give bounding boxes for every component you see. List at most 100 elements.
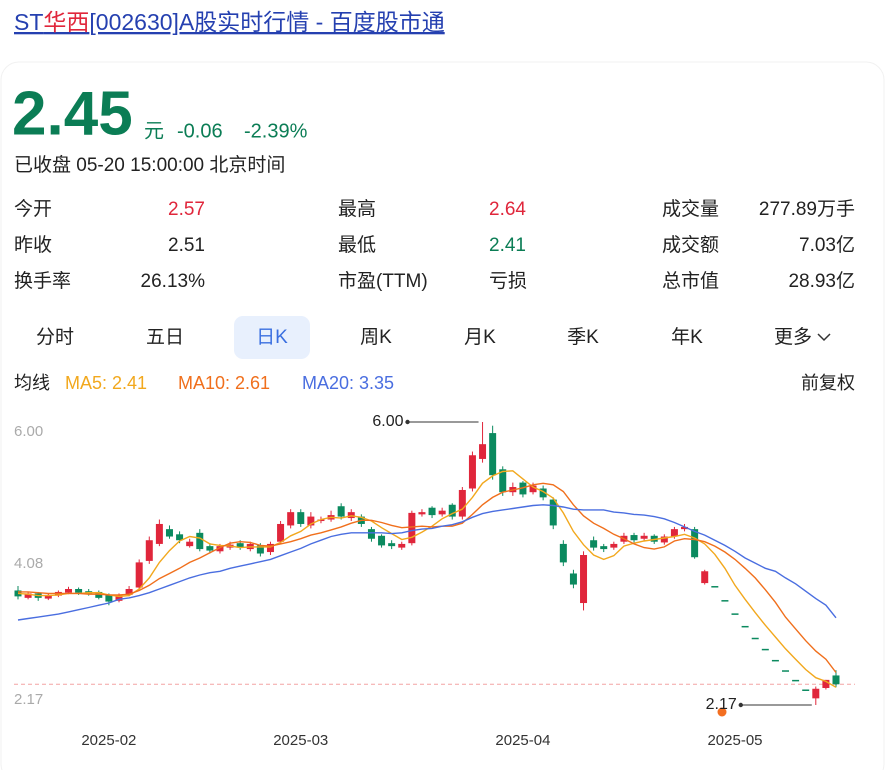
candle-body <box>600 546 608 550</box>
annotation-dot <box>738 702 744 708</box>
candle-body <box>660 536 668 543</box>
candle-body <box>24 593 32 598</box>
stat-value: 26.13% <box>141 271 206 292</box>
candle-body <box>822 679 830 689</box>
annotation-dot <box>405 419 410 425</box>
candle-body <box>802 689 810 691</box>
candle-body <box>236 543 244 548</box>
candle-body <box>812 688 820 699</box>
event-dot[interactable] <box>717 707 727 717</box>
candle-body <box>105 594 113 602</box>
candle-body <box>196 532 204 550</box>
stat-label: 最低 <box>338 234 376 256</box>
title-suffix[interactable]: [002630]A股实时行情 - 百度股市通 <box>89 9 444 35</box>
candle-body <box>721 600 729 602</box>
tab[interactable]: 年K <box>671 326 703 348</box>
candle-body <box>529 485 537 493</box>
ma-line <box>18 482 837 673</box>
stat-value: 7.03亿 <box>799 234 855 256</box>
legend-entry: MA20: 3.35 <box>302 373 394 393</box>
tab[interactable]: 分时 <box>36 326 74 348</box>
candle-body <box>650 535 658 542</box>
annotation-label: 2.17 <box>706 696 737 713</box>
candle-body <box>388 543 396 547</box>
candle-body <box>277 523 285 542</box>
candle-body <box>367 529 375 539</box>
page-title[interactable]: ST华西[002630]A股实时行情 - 百度股市通 <box>14 9 445 35</box>
ma-line <box>17 504 837 621</box>
tab[interactable]: 更多 <box>774 326 812 348</box>
x-tick-label: 2025-02 <box>81 732 136 749</box>
candle-body <box>741 625 749 628</box>
stat-value: 28.93亿 <box>788 270 855 292</box>
candle-body <box>206 546 214 551</box>
stat-value: 2.64 <box>489 199 526 220</box>
candle-body <box>44 594 52 599</box>
tab[interactable]: 五日 <box>146 327 184 348</box>
market-status: 已收盘 05-20 15:00:00 北京时间 <box>14 154 285 176</box>
price-unit: 元 <box>144 120 164 142</box>
candle-body <box>438 510 446 515</box>
candle-body <box>145 540 153 561</box>
annotation-label: 6.00 <box>372 413 403 430</box>
candle-body <box>670 529 678 537</box>
candle-body <box>549 499 557 526</box>
price-change: -0.06 <box>177 120 223 142</box>
candle-body <box>165 529 173 537</box>
candle-body <box>792 679 800 682</box>
stat-value: 2.51 <box>168 235 205 256</box>
candle-body <box>135 562 143 588</box>
candle-body <box>559 543 567 563</box>
candle-body <box>539 488 547 498</box>
x-tick-label: 2025-03 <box>273 732 328 749</box>
candle-body <box>479 444 487 459</box>
stat-label: 成交量 <box>662 198 719 220</box>
tabs: 分时 五日 日K 周K 月K 季K 年K 更多 <box>36 316 831 359</box>
candle-body <box>630 535 638 541</box>
legend-entry: MA5: 2.41 <box>65 373 147 393</box>
tab[interactable]: 日K <box>256 327 288 348</box>
candle-body <box>751 637 759 640</box>
tab[interactable]: 周K <box>360 327 392 348</box>
chart: MA5: 2.41 MA10: 2.61 MA20: 3.35 6.00 4.08 2.1… <box>14 373 855 749</box>
candle-body <box>681 526 689 530</box>
stat-value: 2.41 <box>489 235 526 256</box>
candle-body <box>832 675 840 685</box>
candle-body <box>307 516 315 526</box>
title-prefix[interactable]: ST <box>14 9 43 35</box>
candle-body <box>216 546 224 552</box>
adjust-mode[interactable]: 前复权 <box>801 373 855 393</box>
stat-label: 最高 <box>338 198 376 220</box>
title-highlight[interactable]: 华西 <box>43 9 89 35</box>
candle-body <box>771 659 779 662</box>
tab[interactable]: 季K <box>567 326 599 348</box>
stat-value: 亏损 <box>489 270 527 292</box>
tab[interactable]: 月K <box>464 327 496 348</box>
stat-label: 昨收 <box>14 234 52 256</box>
candle-body <box>317 519 325 522</box>
stat-label: 总市值 <box>662 270 719 292</box>
candle-body <box>448 504 456 517</box>
price-change-pct: -2.39% <box>244 120 308 142</box>
candle-body <box>590 540 598 548</box>
x-tick-label: 2025-04 <box>495 732 550 749</box>
candle-body <box>731 613 739 615</box>
candle-body <box>691 529 699 558</box>
candle-body <box>256 545 264 554</box>
candle-body <box>64 588 72 593</box>
candle-body <box>418 512 426 515</box>
y-tick-label: 4.08 <box>14 555 43 572</box>
candle-body <box>186 541 194 547</box>
candle-body <box>378 535 386 546</box>
candle-body <box>580 555 588 604</box>
y-tick-label: 2.17 <box>14 691 43 708</box>
candle-body <box>297 512 305 524</box>
x-tick-label: 2025-05 <box>707 732 762 749</box>
candle-body <box>287 512 295 526</box>
candle-body <box>115 594 123 601</box>
candle-body <box>761 648 769 651</box>
candle-body <box>125 588 133 595</box>
price: 2.45 <box>12 79 133 148</box>
